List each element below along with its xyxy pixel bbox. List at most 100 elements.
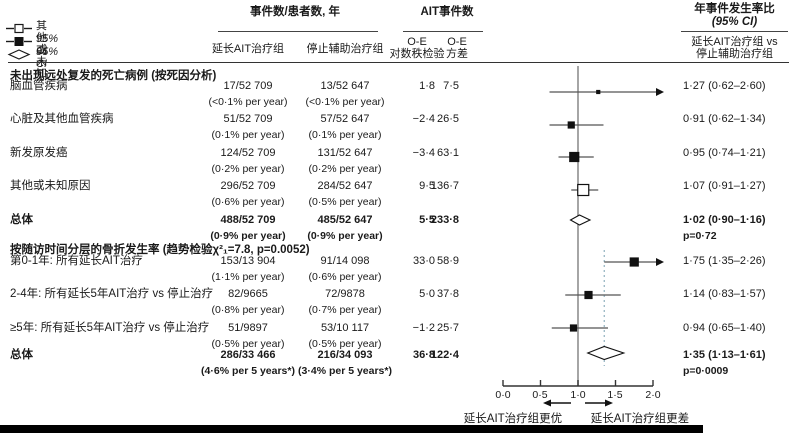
row-label: 心脏及其他血管疾病 xyxy=(10,113,114,125)
row-label: 总体 xyxy=(10,214,33,226)
subheader-var-line2: 方差 xyxy=(446,48,468,60)
extended-rate: (4·6% per 5 years*) xyxy=(201,365,295,377)
rate-ratio: 1·07 (0·91–1·27) xyxy=(683,180,766,192)
stopped-rate: (0·9% per year) xyxy=(307,230,383,242)
variance-value: 122·4 xyxy=(430,349,459,361)
header-rule-middle xyxy=(403,31,483,32)
row-label: ≥5年: 所有延长5年AIT治疗 vs 停止治疗 xyxy=(10,322,210,334)
extended-rate: (0·9% per year) xyxy=(210,230,286,242)
p-value: p=0·0009 xyxy=(683,365,729,377)
oe-value: −1·2 xyxy=(412,322,435,334)
oe-value: −2·4 xyxy=(412,113,435,125)
row-label: 2-4年: 所有延长5年AIT治疗 vs 停止治疗 xyxy=(10,288,214,300)
extended-events: 17/52 709 xyxy=(223,80,273,92)
subheader-ratio-line2: 停止辅助治疗组 xyxy=(696,48,773,60)
favours-extended-label: 延长AIT治疗组更优 xyxy=(463,413,563,425)
header-events-patients: 事件数/患者数, 年 xyxy=(249,6,341,18)
header-ait-events: AIT事件数 xyxy=(420,6,474,18)
stopped-events: 57/52 647 xyxy=(320,113,370,125)
bottom-black-bar xyxy=(0,425,703,433)
rate-ratio: 0·95 (0·74–1·21) xyxy=(683,147,766,159)
oe-value: 36·8 xyxy=(412,349,435,361)
variance-value: 26·5 xyxy=(436,113,459,125)
subheader-stopped-group: 停止辅助治疗组 xyxy=(306,43,384,55)
stopped-rate: (0·5% per year) xyxy=(308,196,382,208)
rate-ratio: 0·91 (0·62–1·34) xyxy=(683,113,766,125)
subheader-oe-line1: O-E xyxy=(407,36,427,48)
stopped-rate: (0·1% per year) xyxy=(308,129,382,141)
extended-events: 153/13 904 xyxy=(220,255,276,267)
extended-rate: (0·1% per year) xyxy=(211,129,285,141)
extended-rate: (0·6% per year) xyxy=(211,196,285,208)
axis-tick-label: 0·5 xyxy=(532,389,548,401)
header-rate-ratio-line2: (95% CI) xyxy=(711,16,758,28)
row-label: 其他或未知原因 xyxy=(10,180,91,192)
stopped-events: 13/52 647 xyxy=(320,80,370,92)
stopped-events: 53/10 117 xyxy=(320,322,370,334)
stopped-events: 91/14 098 xyxy=(320,255,370,267)
p-value: p=0·72 xyxy=(683,230,717,242)
favours-stopped-label: 延长AIT治疗组更差 xyxy=(590,413,690,425)
stopped-events: 284/52 647 xyxy=(317,180,373,192)
axis-tick-label: 1·5 xyxy=(607,389,623,401)
stopped-rate: (3·4% per 5 years*) xyxy=(298,365,392,377)
diamond-icon xyxy=(6,47,32,65)
variance-value: 136·7 xyxy=(430,180,459,192)
axis-tick-label: 2·0 xyxy=(645,389,661,401)
extended-events: 124/52 709 xyxy=(220,147,276,159)
extended-events: 51/52 709 xyxy=(223,113,273,125)
row-label: 新发原发癌 xyxy=(10,147,68,159)
subheader-extended-group: 延长AIT治疗组 xyxy=(211,43,285,55)
oe-value: 1·8 xyxy=(419,80,435,92)
oe-value: 5·0 xyxy=(419,288,435,300)
rate-ratio: 1·14 (0·83–1·57) xyxy=(683,288,766,300)
extended-events: 488/52 709 xyxy=(220,214,276,226)
section-title: 按随访时间分层的骨折发生率 (趋势检验χ²₁=7.8, p=0.0052) xyxy=(10,244,310,256)
extended-rate: (0·2% per year) xyxy=(211,163,285,175)
header-rule-left xyxy=(218,31,378,32)
oe-value: 5·5 xyxy=(419,214,435,226)
stopped-events: 72/9878 xyxy=(325,288,365,300)
rate-ratio: 1·02 (0·90–1·16) xyxy=(683,214,766,226)
section-title: 未出现远处复发的死亡病例 (按死因分析) xyxy=(10,70,217,82)
extended-rate: (0·8% per year) xyxy=(211,304,285,316)
subheader-oe-line2: 对数秩检验 xyxy=(389,48,445,60)
stopped-rate: (<0·1% per year) xyxy=(305,96,385,108)
open-square-dash-icon xyxy=(6,21,32,39)
oe-value: 33·0 xyxy=(412,255,435,267)
rate-ratio: 1·27 (0·62–2·60) xyxy=(683,80,766,92)
subheader-ratio-line1: 延长AIT治疗组 vs xyxy=(691,36,778,48)
legend-label: 95% CI xyxy=(36,33,59,57)
row-label: 总体 xyxy=(10,349,33,361)
row-label: 脑血管疾病 xyxy=(10,80,68,92)
extended-rate: (<0·1% per year) xyxy=(208,96,288,108)
variance-value: 25·7 xyxy=(436,322,459,334)
header-rate-ratio-line1: 年事件发生率比 xyxy=(694,3,775,15)
rate-ratio: 1·35 (1·13–1·61) xyxy=(683,349,766,361)
extended-rate: (0·5% per year) xyxy=(211,338,285,350)
oe-value: 9·5 xyxy=(419,180,435,192)
header-rule-right xyxy=(681,31,788,32)
stopped-events: 216/34 093 xyxy=(317,349,373,361)
axis-tick-label: 0·0 xyxy=(495,389,511,401)
extended-rate: (1·1% per year) xyxy=(211,271,285,283)
stopped-rate: (0·5% per year) xyxy=(308,338,382,350)
rate-ratio: 0·94 (0·65–1·40) xyxy=(683,322,766,334)
rate-ratio: 1·75 (1·35–2·26) xyxy=(683,255,766,267)
subheader-var-line1: O-E xyxy=(447,36,467,48)
row-label: 第0-1年: 所有延长AIT治疗 xyxy=(10,255,143,267)
variance-value: 63·1 xyxy=(436,147,459,159)
extended-events: 286/33 466 xyxy=(220,349,276,361)
axis-tick-label: 1·0 xyxy=(570,389,586,401)
variance-value: 58·9 xyxy=(436,255,459,267)
stopped-events: 131/52 647 xyxy=(317,147,373,159)
extended-events: 51/9897 xyxy=(228,322,268,334)
variance-value: 37·8 xyxy=(436,288,459,300)
filled-square-dash-icon xyxy=(6,34,32,52)
extended-events: 82/9665 xyxy=(228,288,268,300)
variance-value: 7·5 xyxy=(443,80,459,92)
extended-events: 296/52 709 xyxy=(220,180,276,192)
header-bottom-rule xyxy=(8,62,789,63)
